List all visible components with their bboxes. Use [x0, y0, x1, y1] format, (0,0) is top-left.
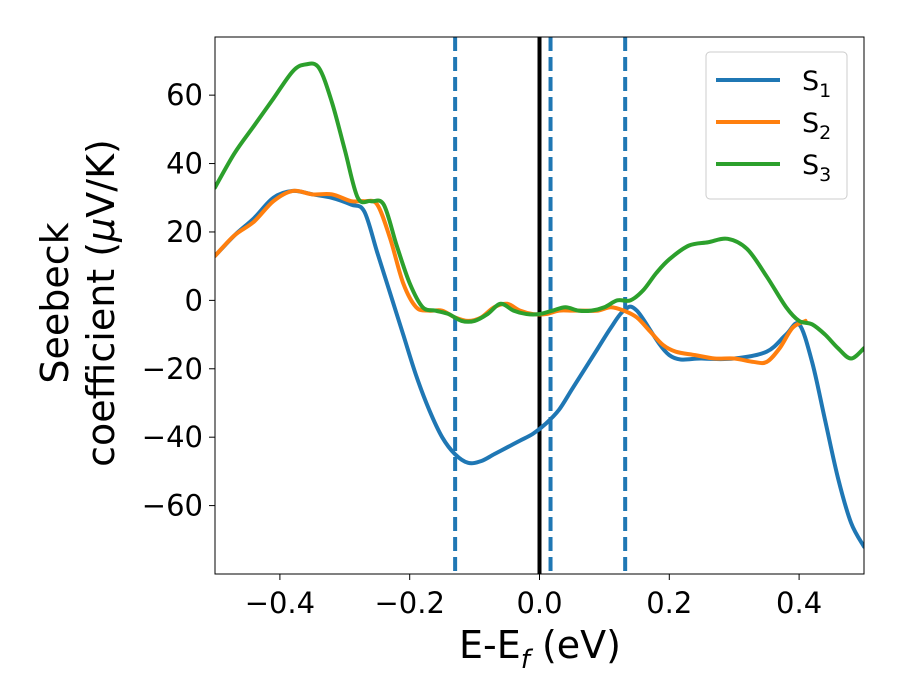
y-tick-label: −40 — [142, 420, 203, 454]
y-tick-label: 0 — [185, 283, 203, 317]
x-axis: −0.4 −0.2 0.0 0.2 0.4 — [245, 574, 822, 620]
y-tick-label: 60 — [166, 78, 203, 112]
series-line-s3 — [215, 61, 864, 361]
x-tick-label: −0.2 — [374, 586, 444, 620]
y-axis-title: Seebeck coefficient (μV/K) — [33, 139, 123, 467]
x-axis-title: E-Ef (eV) — [459, 623, 621, 675]
legend-label-s3: S3 — [802, 150, 831, 186]
reference-lines — [453, 37, 628, 574]
legend: S1 S2 S3 — [705, 51, 848, 200]
y-axis: −60 −40 −20 0 20 40 60 — [142, 78, 215, 523]
x-tick-label: 0.4 — [776, 586, 822, 620]
y-axis-title-line1: Seebeck — [33, 222, 77, 383]
x-tick-label: 0.2 — [646, 586, 692, 620]
series-group — [215, 61, 864, 549]
series-line-s2 — [215, 188, 808, 366]
y-tick-label: 40 — [166, 147, 203, 181]
x-tick-label: 0.0 — [516, 586, 562, 620]
x-tick-label: −0.4 — [245, 586, 315, 620]
y-tick-label: 20 — [166, 215, 203, 249]
series-line-s1 — [215, 188, 864, 549]
y-tick-label: −20 — [142, 352, 203, 386]
y-tick-label: −60 — [142, 489, 203, 523]
legend-label-s1: S1 — [802, 66, 831, 102]
legend-label-s2: S2 — [802, 108, 831, 144]
y-axis-title-line2: coefficient (μV/K) — [79, 139, 123, 467]
